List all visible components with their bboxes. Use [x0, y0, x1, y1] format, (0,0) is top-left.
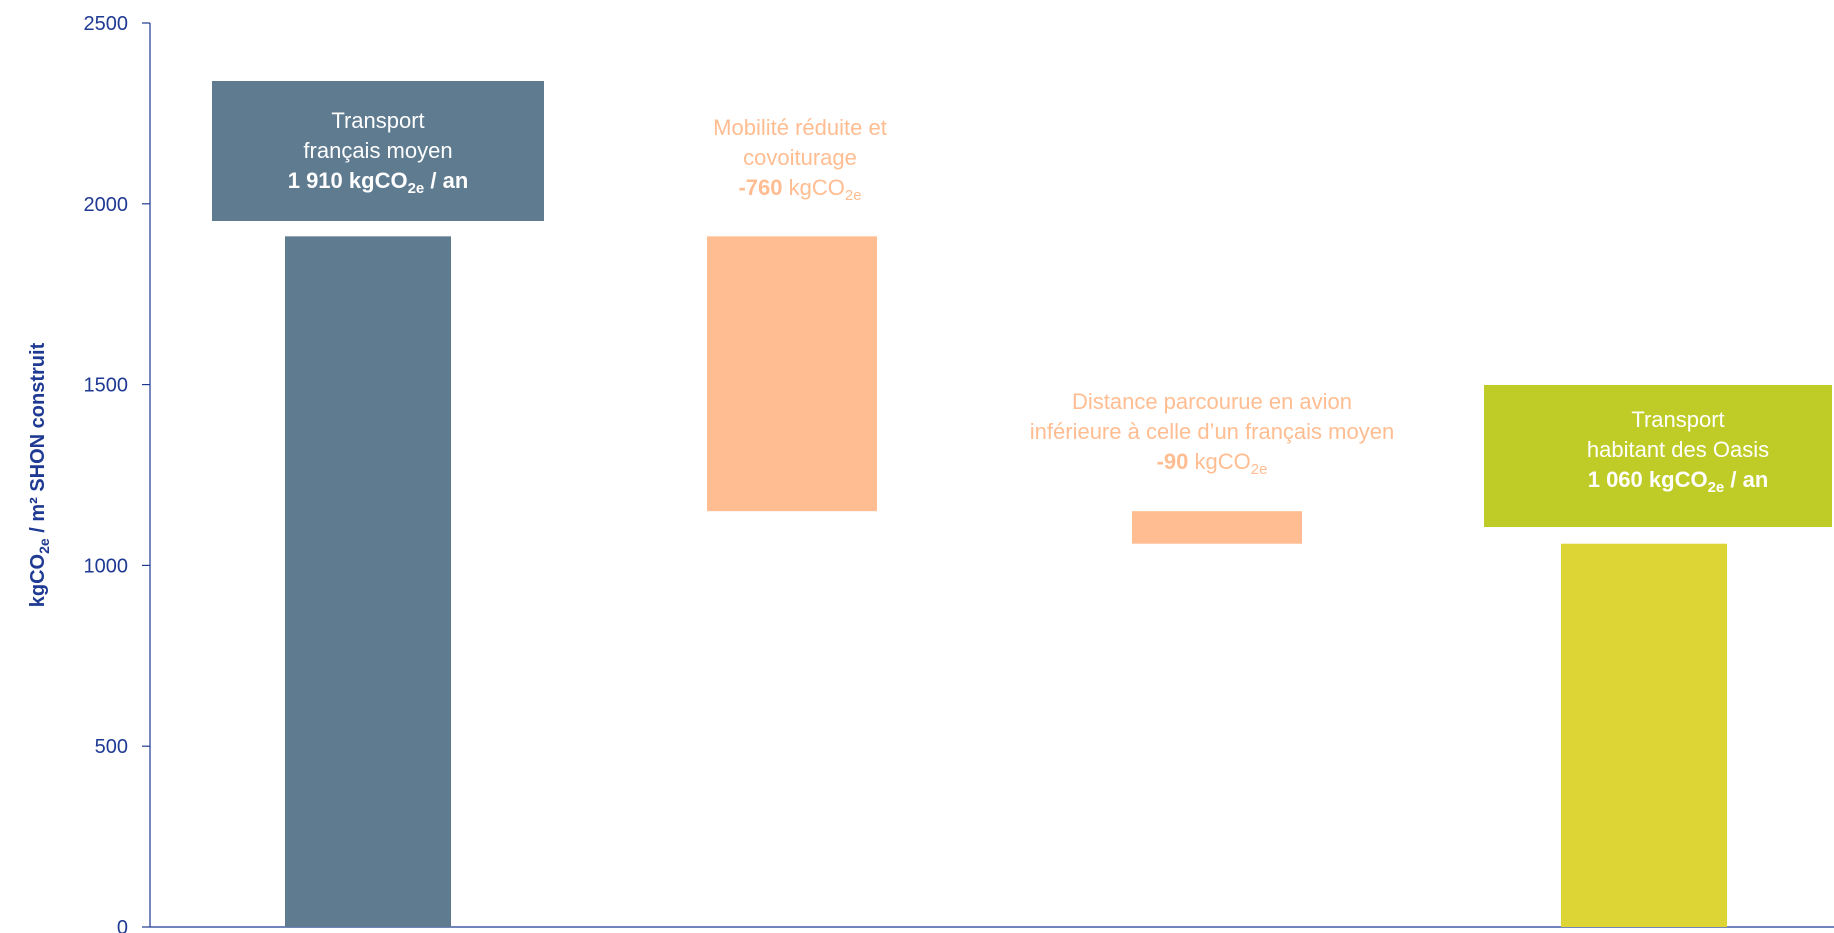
- annotation-base-value: 1 910 kgCO2e / an: [288, 168, 469, 197]
- annotation-plane-line-2: inférieure à celle d’un français moyen: [1030, 419, 1394, 444]
- annotation-oasis-line-2: habitant des Oasis: [1587, 437, 1769, 462]
- y-tick-label: 0: [117, 917, 128, 933]
- bars: [285, 236, 1727, 927]
- y-tick-label: 2500: [84, 13, 129, 35]
- annotations: Transport français moyen 1 910 kgCO2e / an…: [212, 81, 1832, 527]
- annotation-oasis-line-1: Transport: [1631, 407, 1724, 432]
- y-tick-label: 2000: [84, 194, 129, 216]
- y-axis-title: kgCO2e / m² SHON construit: [27, 342, 52, 607]
- bar-plane: [1132, 511, 1302, 544]
- annotation-base-line-1: Transport: [331, 108, 424, 133]
- bar-oasis: [1561, 543, 1727, 927]
- y-tick-label: 500: [95, 736, 128, 758]
- bar-mobility: [707, 236, 877, 512]
- label-box-oasis: [1484, 385, 1832, 527]
- annotation-plane-line-1: Distance parcourue en avion: [1072, 389, 1352, 414]
- annotation-mobility-line-2: covoiturage: [743, 145, 857, 170]
- annotation-oasis-value: 1 060 kgCO2e / an: [1588, 467, 1769, 496]
- annotation-plane-value: -90 kgCO2e: [1157, 449, 1268, 478]
- bar-base: [285, 236, 451, 927]
- y-tick-label: 1000: [84, 555, 129, 577]
- axes: 0 500 1000 1500 2000 2500 kgCO2e / m² SHON con…: [27, 13, 1834, 933]
- y-tick-label: 1500: [84, 375, 129, 397]
- label-box-base: [212, 81, 544, 221]
- annotation-base-line-2: français moyen: [303, 138, 452, 163]
- annotation-mobility-value: -760 kgCO2e: [738, 175, 861, 204]
- annotation-mobility-line-1: Mobilité réduite et: [713, 115, 887, 140]
